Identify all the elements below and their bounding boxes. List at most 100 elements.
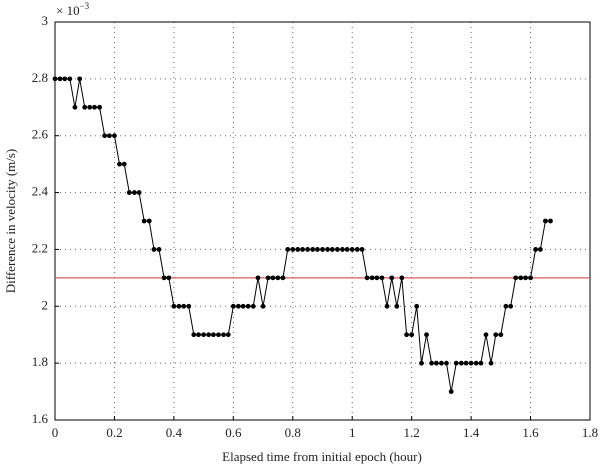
- data-point: [329, 247, 335, 252]
- data-point: [52, 76, 58, 82]
- data-point: [211, 332, 216, 338]
- data-point: [290, 247, 296, 252]
- data-point: [548, 218, 553, 224]
- data-point: [438, 360, 444, 366]
- data-point: [320, 247, 325, 252]
- data-point: [414, 303, 420, 309]
- data-point: [146, 218, 152, 224]
- data-point: [384, 303, 390, 309]
- data-point: [106, 133, 112, 139]
- x-tick-label: 0.2: [106, 425, 122, 440]
- data-point: [255, 275, 261, 281]
- data-point: [478, 360, 484, 366]
- data-point: [453, 360, 459, 366]
- data-point: [533, 247, 539, 252]
- y-multiplier: × 10−3: [56, 1, 90, 18]
- data-point: [117, 161, 122, 167]
- data-point: [349, 247, 355, 252]
- data-point: [92, 104, 97, 110]
- x-tick-label: 1.8: [582, 425, 598, 440]
- data-point: [528, 275, 533, 281]
- x-axis-label: Elapsed time from initial epoch (hour): [222, 449, 422, 464]
- data-point: [201, 332, 207, 338]
- data-point: [394, 303, 400, 309]
- data-point: [513, 275, 519, 281]
- data-point: [444, 360, 449, 366]
- data-point: [131, 190, 137, 195]
- y-tick-label: 2.2: [32, 240, 48, 255]
- data-point: [171, 303, 177, 309]
- data-point: [196, 332, 201, 338]
- data-point: [191, 332, 197, 338]
- x-tick-label: 0: [52, 425, 59, 440]
- data-point: [285, 247, 291, 252]
- data-point: [399, 275, 405, 281]
- data-point: [121, 161, 127, 167]
- multiplier-exponent: −3: [80, 1, 90, 11]
- data-point: [354, 247, 360, 252]
- data-point: [315, 247, 320, 252]
- data-point: [260, 303, 266, 309]
- data-point: [404, 332, 410, 338]
- x-tick-label: 1.4: [463, 425, 480, 440]
- data-point: [77, 76, 83, 82]
- data-point: [235, 303, 241, 309]
- data-point: [409, 332, 415, 338]
- y-tick-label: 2.6: [32, 127, 49, 142]
- data-point: [424, 332, 429, 338]
- y-tick-label: 1.8: [32, 354, 48, 369]
- data-point: [275, 275, 281, 281]
- data-point: [295, 247, 301, 252]
- data-point: [493, 332, 499, 338]
- data-point: [225, 332, 231, 338]
- data-point: [245, 303, 251, 309]
- y-tick-label: 3: [42, 13, 49, 28]
- data-point: [463, 360, 469, 366]
- data-point: [508, 303, 514, 309]
- data-point: [240, 303, 246, 309]
- data-point: [458, 360, 464, 366]
- x-tick-label: 0.6: [225, 425, 242, 440]
- data-point: [344, 247, 350, 252]
- data-point: [488, 360, 494, 366]
- data-point: [206, 332, 212, 338]
- data-point: [419, 360, 424, 366]
- data-point: [448, 389, 454, 394]
- data-point: [221, 332, 226, 338]
- data-point: [369, 275, 375, 281]
- y-tick-label: 2.4: [32, 184, 49, 199]
- data-point: [136, 190, 142, 195]
- data-point: [429, 360, 434, 366]
- data-point: [112, 133, 117, 139]
- data-point: [102, 133, 108, 139]
- data-point: [364, 275, 370, 281]
- multiplier-base: × 10: [56, 3, 80, 18]
- x-tick-label: 1.2: [404, 425, 420, 440]
- y-axis-label: Difference in velocity (m/s): [3, 149, 18, 294]
- data-point: [250, 303, 256, 309]
- x-tick-label: 1: [349, 425, 356, 440]
- data-point: [523, 275, 528, 281]
- data-point: [389, 275, 395, 281]
- data-point: [151, 247, 157, 252]
- y-tick-label: 2.8: [32, 70, 48, 85]
- data-point: [518, 275, 524, 281]
- data-point: [537, 247, 543, 252]
- data-point: [166, 275, 172, 281]
- data-point: [280, 275, 286, 281]
- data-point: [156, 247, 162, 252]
- data-point: [186, 303, 192, 309]
- data-point: [374, 275, 380, 281]
- x-tick-label: 0.4: [166, 425, 183, 440]
- data-point: [97, 104, 102, 110]
- data-point: [181, 303, 187, 309]
- data-point: [473, 360, 479, 366]
- data-point: [310, 247, 316, 252]
- plot-frame: [54, 21, 591, 421]
- data-point: [379, 275, 385, 281]
- data-point: [265, 275, 271, 281]
- data-point: [126, 190, 132, 195]
- data-line: [55, 78, 551, 392]
- data-point: [340, 247, 345, 252]
- data-point: [216, 332, 221, 338]
